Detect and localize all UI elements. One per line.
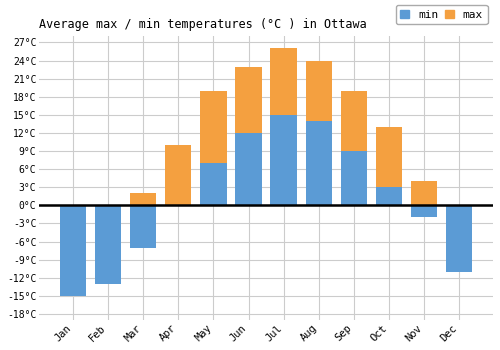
Bar (236, 133, 262, 205)
Legend: min, max: min, max (396, 5, 488, 24)
Bar (270, 115, 297, 205)
Bar (200, 91, 226, 205)
Text: Average max / min temperatures (°C ) in Ottawa: Average max / min temperatures (°C ) in … (39, 18, 367, 31)
Bar (60, 205, 86, 296)
Bar (95, 205, 121, 230)
Bar (306, 121, 332, 205)
Bar (340, 151, 367, 205)
Bar (130, 193, 156, 205)
Bar (446, 205, 472, 211)
Bar (376, 127, 402, 205)
Bar (200, 163, 226, 205)
Bar (376, 187, 402, 205)
Bar (95, 205, 121, 284)
Bar (236, 66, 262, 205)
Bar (270, 49, 297, 205)
Bar (411, 205, 438, 217)
Bar (306, 61, 332, 205)
Bar (60, 205, 86, 241)
Bar (446, 205, 472, 272)
Bar (411, 181, 438, 205)
Bar (340, 91, 367, 205)
Bar (165, 145, 192, 205)
Bar (130, 205, 156, 247)
